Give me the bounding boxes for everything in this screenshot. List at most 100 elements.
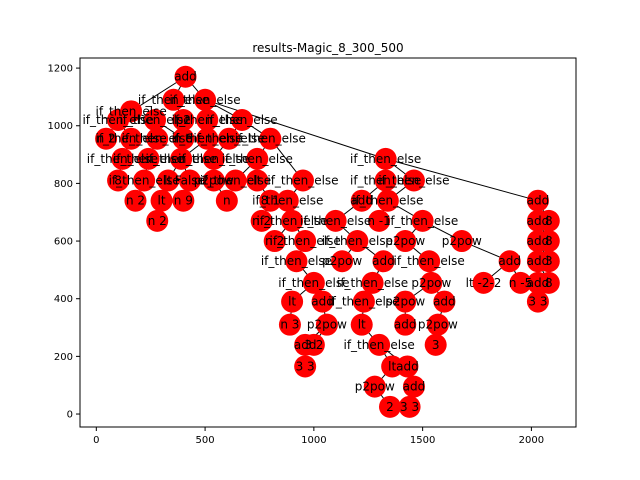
graph-node — [224, 169, 247, 192]
graph-node — [418, 250, 441, 273]
graph-node — [537, 209, 560, 232]
node-label: add — [350, 194, 373, 208]
graph-node — [178, 169, 201, 192]
node-label: 2 — [386, 400, 394, 414]
graph-node — [361, 271, 384, 294]
graph-node — [144, 108, 167, 131]
node-label: if_then_else — [222, 152, 293, 166]
graph-node — [426, 313, 449, 336]
graph-node — [170, 147, 193, 170]
graph-node — [450, 230, 473, 253]
graph-node — [394, 290, 417, 313]
node-label: if_then_else — [206, 113, 277, 127]
graph-node — [194, 88, 217, 111]
node-label: 3 3 — [400, 400, 419, 414]
node-label: n -5 — [509, 276, 532, 290]
node-label: if_then_else — [109, 174, 180, 188]
node-label: p2pow — [442, 234, 482, 248]
graph-node — [294, 230, 317, 253]
node-label: if_then_else — [261, 254, 332, 268]
graph-node — [424, 333, 447, 356]
node-label: if_then_else — [138, 93, 209, 107]
node-label: 3 — [432, 338, 440, 352]
graph-node — [350, 313, 373, 336]
node-label: if_then_else — [300, 214, 371, 228]
graph-node — [107, 108, 130, 131]
graph-node — [376, 189, 399, 212]
node-label: lt — [164, 174, 172, 188]
graph-node — [95, 127, 118, 150]
node-label: if_then_else — [193, 132, 264, 146]
node-label: if_then_else — [267, 174, 338, 188]
node-label: add — [433, 295, 456, 309]
graph-node — [133, 169, 156, 192]
graph-node — [350, 189, 373, 212]
node-label: if_then_else — [172, 132, 243, 146]
node-label: add — [527, 234, 550, 248]
graph-node — [331, 250, 354, 273]
graph-node — [285, 250, 308, 273]
node-label: n 2 — [97, 132, 116, 146]
graph-node — [398, 395, 421, 418]
axes-frame — [79, 57, 577, 428]
x-tick-label: 500 — [196, 435, 215, 446]
node-label: n 2 — [126, 194, 145, 208]
graph-node — [259, 127, 282, 150]
y-tick-label: 800 — [54, 179, 73, 190]
node-label: if_then_else — [146, 152, 217, 166]
node-label: 3 — [545, 254, 553, 268]
graph-node — [394, 313, 417, 336]
graph-node — [381, 355, 404, 378]
graph-node — [202, 147, 225, 170]
node-label: n — [223, 194, 231, 208]
graph-edge — [204, 99, 386, 160]
graph-node — [294, 355, 317, 378]
node-label: if_then_else — [235, 132, 306, 146]
node-label: add — [403, 380, 426, 394]
node-label: lt -2-2 — [466, 276, 502, 290]
graph-node — [402, 375, 425, 398]
node-label: if_then_else — [337, 276, 408, 290]
x-tick-label: 0 — [93, 435, 99, 446]
graph-node — [352, 290, 375, 313]
node-label: n 9 — [174, 194, 193, 208]
graph-node — [324, 209, 347, 232]
graph-node — [281, 209, 304, 232]
node-label: add — [396, 359, 419, 373]
node-label: add — [527, 276, 550, 290]
graph-node — [526, 189, 549, 212]
graph-node — [172, 127, 195, 150]
node-label: if_then_else — [178, 152, 249, 166]
graph-node — [276, 189, 299, 212]
y-tick-label: 0 — [67, 410, 73, 421]
node-label: 3 2 — [304, 338, 323, 352]
graph-node — [315, 313, 338, 336]
graph-node — [509, 271, 532, 294]
graph-node — [472, 271, 495, 294]
node-label: if_then_else — [122, 132, 193, 146]
graph-node — [146, 209, 169, 232]
node-label: if_then_else — [82, 113, 153, 127]
graph-node — [146, 127, 169, 150]
graph-node — [346, 230, 369, 253]
node-label: if_then_else — [350, 152, 421, 166]
graph-node — [246, 169, 269, 192]
node-label: if_then_else — [169, 93, 240, 107]
node-label: p2pow — [322, 254, 362, 268]
graph-node — [433, 290, 456, 313]
node-label: if_then_else — [387, 214, 458, 228]
node-label: add — [372, 254, 395, 268]
node-label: n 2 — [148, 214, 167, 228]
graph-node — [172, 189, 195, 212]
graph-node — [420, 271, 443, 294]
graph-node — [124, 189, 147, 212]
node-label: 8 — [545, 214, 553, 228]
node-label: add — [394, 318, 417, 332]
node-label: if_then_else — [352, 194, 423, 208]
node-label: p2pow — [385, 234, 425, 248]
node-label: if_then_else — [200, 174, 271, 188]
node-label: if_then_else — [328, 295, 399, 309]
node-label: n 6 — [174, 132, 193, 146]
node-label: lt — [158, 194, 166, 208]
